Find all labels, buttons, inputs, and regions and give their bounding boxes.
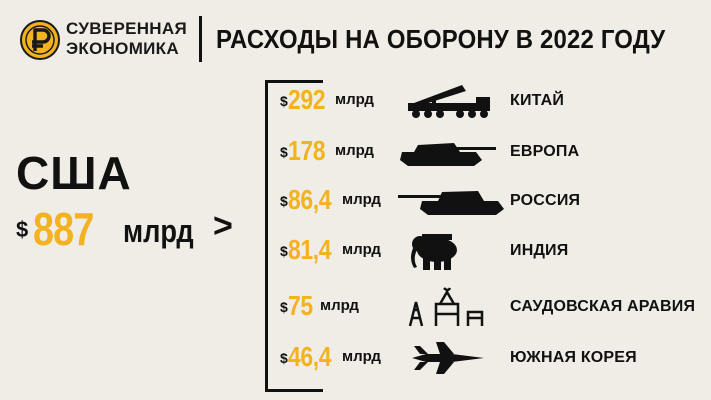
- country-row: $ 292 млрд КИТАЙ: [280, 81, 700, 121]
- row-unit: млрд: [335, 91, 374, 108]
- country-row: $ 178 млрд ЕВРОПА: [280, 132, 700, 172]
- row-unit: млрд: [342, 241, 381, 258]
- row-currency: $: [280, 144, 288, 160]
- row-country: ЮЖНАЯ КОРЕЯ: [510, 349, 637, 366]
- greater-than-sign: >: [213, 207, 233, 245]
- row-value: 86,4: [288, 184, 332, 215]
- country-row: $ 46,4 млрд ЮЖНАЯ КОРЕЯ: [280, 338, 700, 378]
- fighter-jet-icon: [412, 342, 484, 374]
- row-currency: $: [280, 350, 288, 366]
- usa-value: 887: [33, 203, 94, 255]
- row-country: КИТАЙ: [510, 92, 565, 109]
- usa-currency: $: [16, 217, 29, 242]
- tank-long-barrel-icon: [398, 191, 504, 215]
- row-country: САУДОВСКАЯ АРАВИЯ: [510, 298, 696, 315]
- row-currency: $: [280, 243, 288, 259]
- country-row: $ 86,4 млрд РОССИЯ: [280, 181, 700, 221]
- missile-launcher-icon: [408, 85, 490, 118]
- country-row: $ 81,4 млрд ИНДИЯ: [280, 231, 700, 271]
- row-unit: млрд: [320, 297, 359, 314]
- row-unit: млрд: [342, 191, 381, 208]
- row-currency: $: [280, 93, 288, 109]
- bracket: [265, 80, 323, 392]
- title-divider: [199, 16, 202, 62]
- row-currency: $: [280, 299, 288, 315]
- country-row: $ 75 млрд САУДОВСКАЯ АРАВИЯ: [280, 287, 700, 327]
- usa-label: США: [16, 147, 132, 199]
- row-currency: $: [280, 193, 288, 209]
- usa-unit: млрд: [123, 213, 194, 249]
- oil-rig-icon: [408, 287, 484, 327]
- page-title: РАСХОДЫ НА ОБОРОНУ В 2022 ГОДУ: [216, 24, 666, 54]
- row-value: 81,4: [288, 234, 332, 265]
- brand-line-1: СУВЕРЕННАЯ: [66, 19, 187, 38]
- tank-icon: [400, 143, 496, 166]
- coin-ruble-icon: [20, 20, 60, 60]
- brand-name: СУВЕРЕННАЯ ЭКОНОМИКА: [66, 19, 187, 59]
- row-value: 292: [288, 84, 326, 115]
- row-unit: млрд: [342, 348, 381, 365]
- row-country: ЕВРОПА: [510, 143, 580, 160]
- elephant-icon: [411, 234, 457, 270]
- row-country: РОССИЯ: [510, 192, 581, 209]
- row-value: 46,4: [288, 341, 332, 372]
- row-value: 75: [288, 290, 313, 321]
- brand-line-2: ЭКОНОМИКА: [66, 39, 179, 58]
- row-unit: млрд: [335, 142, 374, 159]
- row-country: ИНДИЯ: [510, 242, 569, 259]
- row-value: 178: [288, 135, 326, 166]
